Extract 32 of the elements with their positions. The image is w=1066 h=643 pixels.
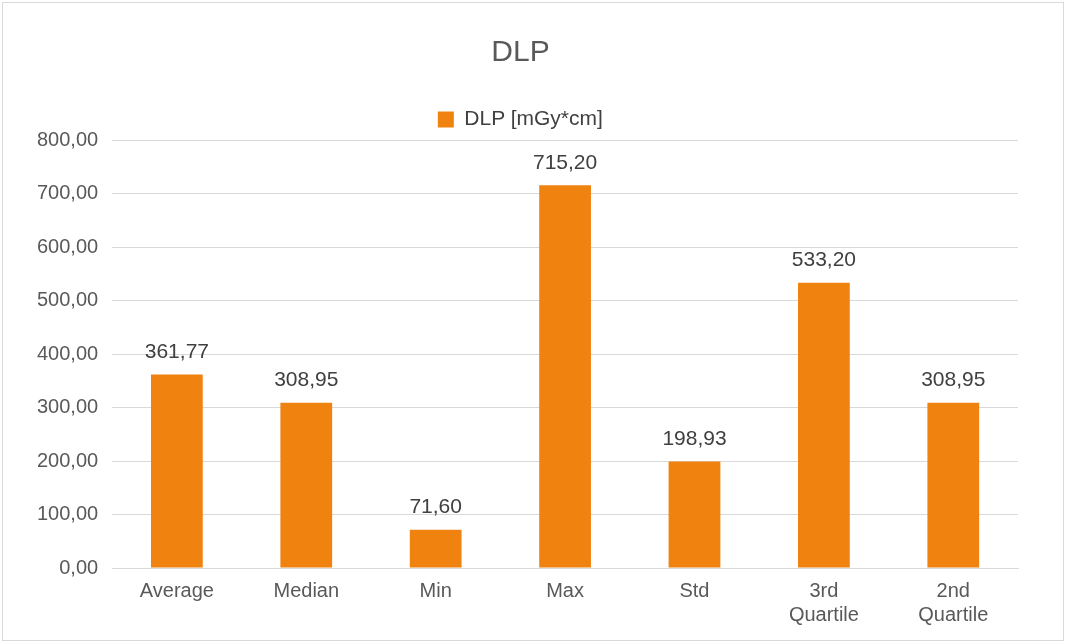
bar	[668, 461, 721, 568]
y-tick-label: 800,00	[37, 127, 99, 150]
bar	[280, 402, 333, 568]
y-tick-label: 600,00	[37, 234, 99, 257]
data-label: 361,77	[144, 338, 209, 362]
x-tick-label: Median	[273, 578, 340, 601]
x-tick-label: 3rd Quartile	[788, 578, 859, 625]
data-label: 308,95	[921, 367, 986, 391]
x-tick-label: Std	[679, 578, 710, 601]
x-tick-label: Max	[546, 578, 584, 601]
y-tick-label: 200,00	[37, 448, 99, 471]
y-tick-label: 0,00	[59, 555, 99, 578]
chart-title: DLP	[491, 34, 550, 68]
x-tick-label: Min	[419, 578, 452, 601]
y-tick-label: 300,00	[37, 395, 99, 418]
data-label: 715,20	[532, 149, 598, 173]
legend-label: DLP [mGy*cm]	[464, 106, 603, 130]
y-tick-label: 500,00	[37, 288, 99, 311]
y-tick-label: 700,00	[37, 181, 99, 204]
bar	[409, 529, 462, 568]
data-label: 308,95	[274, 367, 339, 391]
data-label: 533,20	[791, 247, 857, 271]
bar	[539, 185, 591, 568]
x-tick-label: 2nd Quartile	[918, 578, 989, 625]
bar	[150, 374, 203, 568]
data-label: 71,60	[409, 493, 462, 517]
data-label: 198,93	[662, 425, 727, 449]
y-tick-label: 100,00	[37, 502, 99, 525]
x-tick-label: Average	[139, 578, 214, 601]
bar	[798, 282, 850, 568]
y-tick-label: 400,00	[37, 341, 99, 364]
bar	[927, 402, 980, 568]
